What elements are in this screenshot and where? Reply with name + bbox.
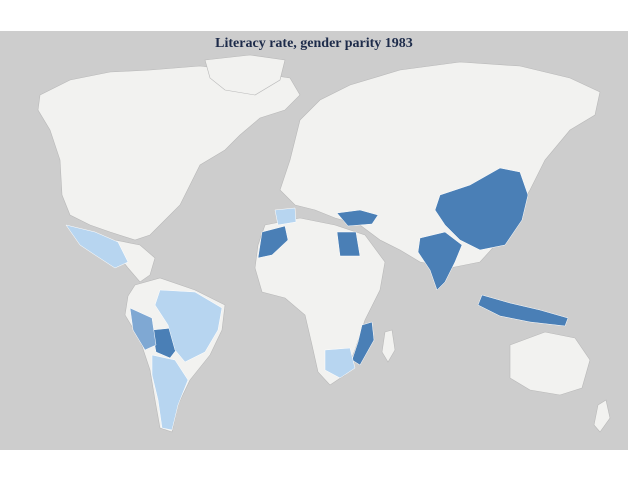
africa-land	[254, 217, 386, 386]
madagascar-land	[381, 329, 396, 363]
region-indonesia[interactable]	[477, 294, 569, 327]
map-title: Literacy rate, gender parity 1983	[215, 36, 413, 51]
region-egypt[interactable]	[336, 231, 361, 257]
top-margin	[0, 0, 628, 31]
region-china[interactable]	[434, 167, 529, 251]
region-mexico[interactable]	[65, 224, 129, 269]
region-india[interactable]	[417, 231, 463, 291]
world-map	[37, 54, 611, 433]
region-morocco[interactable]	[257, 225, 289, 259]
bottom-margin	[0, 450, 628, 480]
region-south-africa[interactable]	[324, 347, 356, 379]
region-spain[interactable]	[274, 207, 297, 226]
region-brazil[interactable]	[154, 289, 223, 363]
region-peru[interactable]	[129, 307, 157, 351]
region-chile-argentina[interactable]	[151, 354, 189, 431]
north-america-land	[37, 65, 301, 241]
region-turkey[interactable]	[336, 209, 379, 227]
region-mozambique[interactable]	[351, 321, 375, 366]
greenland-land	[204, 54, 286, 96]
australia-land	[509, 331, 591, 396]
new-zealand-land	[593, 399, 611, 433]
map-canvas	[0, 31, 628, 450]
